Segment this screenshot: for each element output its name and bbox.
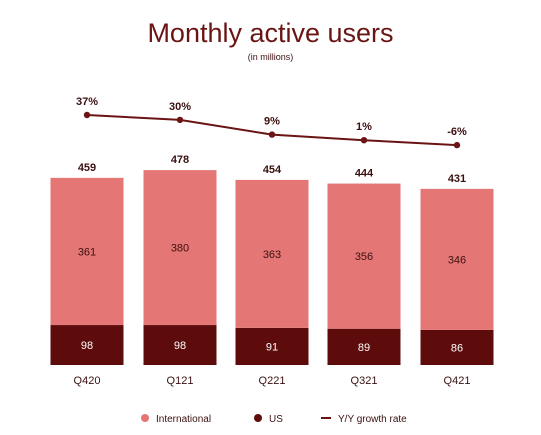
growth-line-group: 37% 30% 9% 1% -6%: [76, 96, 467, 149]
x-tick-label: Q421: [444, 375, 471, 387]
growth-rate-point: [176, 116, 184, 124]
bars-group: 98 361 459 Q420 98 380 478 Q121 91 363 454 Q221 89 35…: [50, 154, 494, 387]
legend-label-international: International: [156, 414, 211, 425]
bar-international-q421: [420, 188, 494, 330]
value-label-international: 346: [448, 254, 466, 266]
growth-rate-label: 9%: [264, 116, 280, 128]
chart-title: Monthly active users: [147, 18, 393, 48]
growth-rate-point: [360, 137, 368, 144]
growth-rate-point: [453, 141, 461, 149]
x-tick-label: Q420: [74, 375, 101, 387]
legend-label-growth-rate: Y/Y growth rate: [338, 414, 407, 425]
chart-subtitle: (in millions): [248, 52, 294, 62]
growth-rate-point: [83, 111, 91, 119]
total-label: 454: [263, 164, 282, 176]
growth-rate-label: 37%: [76, 96, 98, 108]
legend: International US Y/Y growth rate: [141, 414, 407, 425]
growth-rate-label: 1%: [356, 121, 372, 133]
total-label: 444: [355, 168, 374, 180]
total-label: 431: [448, 173, 466, 185]
bar-us-q420: [50, 325, 124, 365]
value-label-international: 356: [355, 251, 373, 263]
value-label-us: 91: [266, 341, 278, 353]
growth-rate-label: 30%: [169, 101, 191, 113]
bar-us-q421: [420, 329, 494, 365]
bar-international-q321: [327, 183, 401, 329]
x-tick-label: Q221: [259, 375, 286, 387]
value-label-international: 380: [171, 243, 189, 255]
value-label-us: 98: [174, 340, 186, 352]
bar-international-q221: [235, 179, 309, 328]
legend-swatch-us: [254, 414, 262, 422]
growth-rate-point: [268, 131, 276, 138]
value-label-international: 361: [78, 246, 96, 258]
total-label: 478: [171, 154, 189, 166]
legend-label-us: US: [269, 414, 283, 425]
total-label: 459: [78, 162, 96, 174]
bar-us-q121: [143, 325, 217, 365]
value-label-international: 363: [263, 249, 281, 261]
bar-us-q321: [327, 328, 401, 365]
bar-international-q420: [50, 177, 124, 326]
value-label-us: 86: [451, 342, 463, 354]
growth-rate-label: -6%: [447, 126, 467, 138]
value-label-us: 89: [358, 342, 370, 354]
bar-international-q121: [143, 170, 217, 326]
x-tick-label: Q321: [351, 375, 378, 387]
value-label-us: 98: [81, 340, 93, 352]
legend-swatch-international: [141, 414, 149, 422]
x-tick-label: Q121: [167, 375, 194, 387]
bar-us-q221: [235, 327, 309, 365]
